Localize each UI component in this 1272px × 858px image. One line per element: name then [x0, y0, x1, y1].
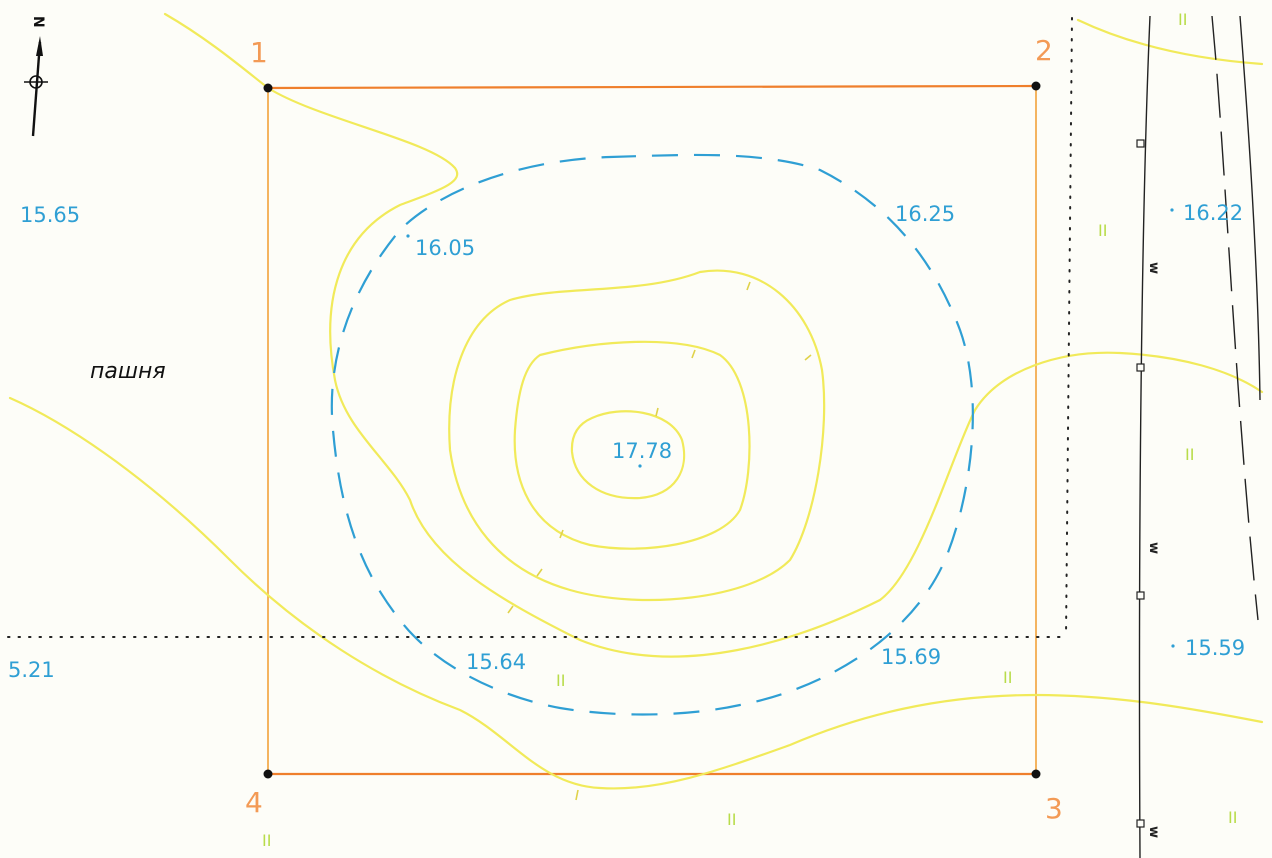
elevation-inner-top-right: 16.25	[895, 202, 955, 226]
corner-point-4	[263, 769, 273, 779]
wire-marker: w	[1146, 262, 1161, 274]
elevation-summit: 17.78	[612, 439, 672, 463]
meadow-symbol: II	[1228, 808, 1237, 827]
contour-tick	[691, 349, 696, 359]
contour-ring-middle	[513, 340, 751, 550]
elevation-right-bottom: 15.59	[1185, 636, 1245, 660]
contour-tick	[655, 407, 659, 417]
parcel-boundary	[267, 84, 1037, 776]
road-edge-right-dashed	[1211, 15, 1259, 621]
road-lines	[1138, 15, 1261, 858]
utility-pole	[1136, 819, 1145, 828]
elevation-point-dots	[406, 208, 1175, 648]
corner-label-2: 2	[1035, 34, 1053, 67]
contour-top-right	[1076, 18, 1264, 66]
wire-marker: w	[1146, 542, 1161, 554]
north-letter: N	[30, 16, 46, 28]
dotted-line-vertical	[1065, 17, 1073, 638]
elevation-inner-bottom-right: 15.69	[881, 645, 941, 669]
wire-markers: w w w	[1146, 262, 1161, 838]
contour-ring-outer	[448, 269, 826, 602]
elevation-inner-top-left: 16.05	[415, 236, 475, 260]
corner-point-3	[1031, 769, 1041, 779]
elevation-point	[1170, 208, 1174, 212]
contour-ring-inner	[570, 410, 686, 500]
elevation-top-left: 15.65	[20, 203, 80, 227]
elevation-inner-bottom-left: 15.64	[466, 650, 526, 674]
dotted-survey-lines	[7, 17, 1073, 638]
utility-pole	[1136, 139, 1145, 148]
meadow-symbol: II	[556, 671, 565, 690]
elevation-right-top: 16.22	[1183, 201, 1243, 225]
corner-label-1: 1	[250, 36, 268, 69]
contour-left-diagonal	[8, 396, 1264, 790]
contour-tick	[575, 789, 579, 801]
boundary-edge-1-2	[267, 84, 1037, 90]
corner-point-1	[263, 83, 273, 93]
contour-lines	[8, 12, 1264, 790]
utility-poles	[1136, 139, 1145, 828]
road-edge-left	[1138, 15, 1151, 858]
contour-tick	[804, 354, 812, 361]
elevation-left-bottom: 5.21	[8, 658, 55, 682]
meadow-symbol: II	[1098, 221, 1107, 240]
elevation-labels: 15.65 5.21 16.05 16.25 17.78 15.64 15.69…	[8, 201, 1245, 682]
contour-tick	[536, 568, 543, 577]
contour-tick	[559, 529, 564, 539]
meadow-symbol: II	[727, 810, 736, 829]
meadow-symbol: II	[1178, 10, 1187, 29]
corner-point-2	[1031, 81, 1041, 91]
north-arrow-shaft	[31, 41, 42, 137]
contour-tick	[746, 281, 751, 291]
corner-label-3: 3	[1045, 792, 1063, 825]
land-use-label: пашня	[90, 359, 166, 384]
road-edge-far-right	[1239, 15, 1261, 401]
meadow-symbol: II	[262, 831, 271, 850]
summit-point	[638, 464, 642, 468]
elevation-point	[1171, 644, 1175, 648]
contour-top-left	[163, 12, 1264, 658]
contour-ticks	[507, 281, 812, 801]
north-arrow-head	[36, 36, 43, 56]
meadow-symbol: II	[1003, 668, 1012, 687]
contour-tick	[507, 605, 514, 614]
elevation-point	[406, 234, 410, 238]
wire-marker: w	[1146, 826, 1161, 838]
north-arrow: N	[24, 16, 48, 137]
meadow-symbol: II	[1185, 445, 1194, 464]
corner-labels: 1 2 3 4	[245, 34, 1063, 825]
corner-points	[263, 81, 1041, 779]
utility-pole	[1136, 363, 1145, 372]
dashed-contour	[330, 153, 974, 716]
meadow-symbols: II II II II II II II II	[262, 10, 1237, 850]
utility-pole	[1136, 591, 1145, 600]
corner-label-4: 4	[245, 786, 263, 819]
